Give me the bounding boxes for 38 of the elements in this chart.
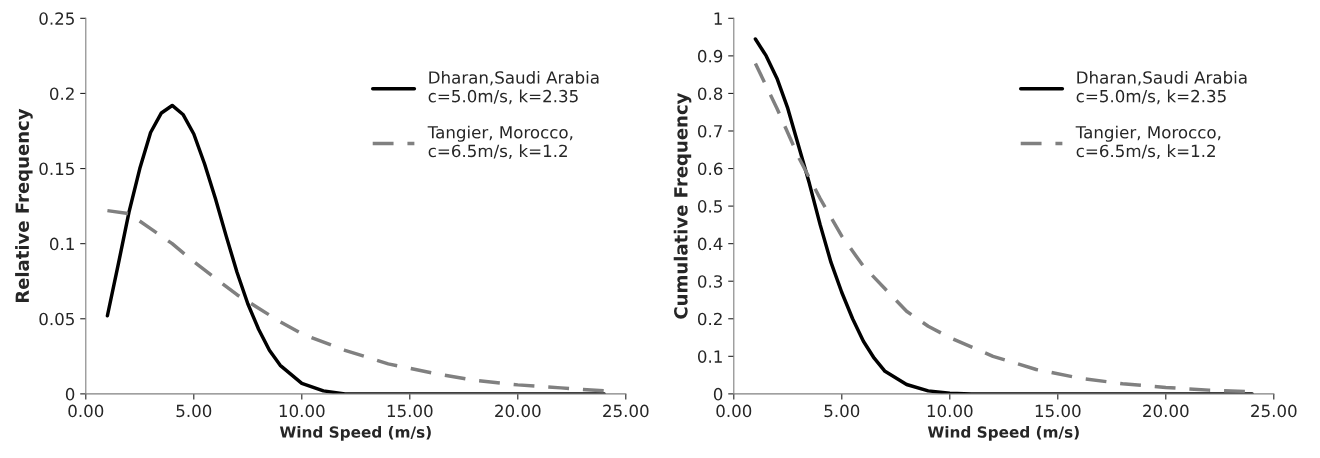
x-axis-title: Wind Speed (m/s) xyxy=(927,425,1079,441)
x-tick-label: 0.00 xyxy=(716,404,752,418)
x-tick-label: 10.00 xyxy=(279,404,325,418)
x-tick-label: 5.00 xyxy=(824,404,860,418)
y-axis-title: Relative Frequency xyxy=(15,108,33,303)
y-tick-label: 0.05 xyxy=(39,312,74,326)
x-tick-label: 5.00 xyxy=(176,404,212,418)
x-tick-label: 20.00 xyxy=(495,404,541,418)
legend-label: Dharan,Saudi Arabia c=5.0m/s, k=2.35 xyxy=(1076,70,1247,105)
y-tick-label: 0.7 xyxy=(697,124,722,138)
x-tick-label: 15.00 xyxy=(1035,404,1081,418)
y-tick-label: 0.6 xyxy=(697,162,723,176)
legend-label: Dharan,Saudi Arabia c=5.0m/s, k=2.35 xyxy=(428,70,599,105)
line-series xyxy=(105,103,606,394)
y-tick-label: 0.2 xyxy=(697,312,722,326)
legend-label: Tangier, Morocco, c=6.5m/s, k=1.2 xyxy=(1075,125,1221,159)
y-tick-label: 0 xyxy=(65,387,75,401)
y-tick-label: 0.15 xyxy=(39,162,74,176)
y-tick-label: 0.1 xyxy=(697,350,722,363)
y-tick-label: 0.5 xyxy=(697,200,722,213)
y-tick-label: 0.2 xyxy=(49,87,74,100)
x-tick-label: 25.00 xyxy=(603,404,649,418)
x-tick-label: 0.00 xyxy=(68,404,104,418)
x-tick-label: 20.00 xyxy=(1143,404,1189,418)
y-tick-label: 0.3 xyxy=(697,275,723,288)
y-tick-label: 0 xyxy=(713,387,723,401)
x-tick-label: 25.00 xyxy=(1251,404,1297,418)
y-tick-label: 0.1 xyxy=(49,237,74,251)
y-axis-title: Cumulative Frequency xyxy=(673,92,692,319)
y-tick-label: 0.4 xyxy=(697,237,723,251)
y-tick-label: 1 xyxy=(714,12,722,25)
x-axis-title: Wind Speed (m/s) xyxy=(279,425,431,441)
legend-label: Tangier, Morocco, c=6.5m/s, k=1.2 xyxy=(427,125,573,159)
y-tick-label: 0.9 xyxy=(697,49,723,63)
x-tick-label: 15.00 xyxy=(387,404,433,418)
x-tick-label: 10.00 xyxy=(927,404,973,418)
y-tick-label: 0.8 xyxy=(697,87,723,100)
y-tick-label: 0.25 xyxy=(39,12,74,25)
